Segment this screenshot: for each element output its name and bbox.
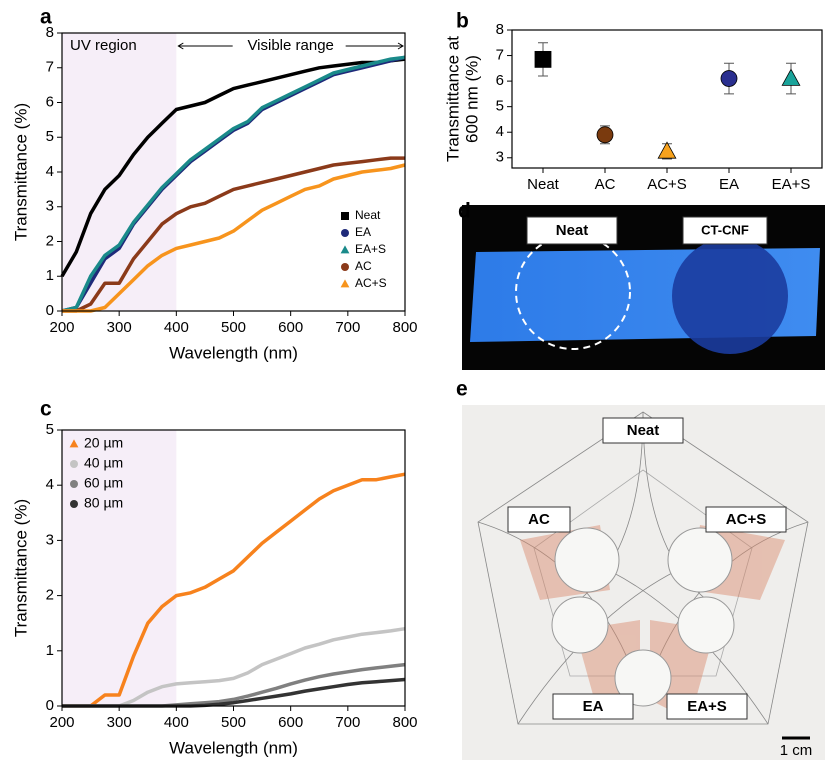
y-tick-label: 3 <box>496 149 504 166</box>
x-tick-label: 600 <box>278 319 303 336</box>
panel-label: a <box>40 6 52 29</box>
y-tick-label: 5 <box>46 421 54 438</box>
legend-marker <box>341 245 350 253</box>
y-tick-label: 3 <box>46 198 54 215</box>
photo-label: CT-CNF <box>701 222 749 237</box>
legend-label: 60 µm <box>84 475 123 491</box>
y-tick-label: 8 <box>496 21 504 38</box>
legend-marker <box>341 279 350 287</box>
y-tick-label: 4 <box>496 123 504 140</box>
x-tick-label: 400 <box>164 319 189 336</box>
x-tick-label: AC <box>595 176 616 193</box>
legend-label: Neat <box>355 208 381 222</box>
x-axis-label: Wavelength (nm) <box>169 738 298 757</box>
y-tick-label: 1 <box>46 642 54 659</box>
photo-label: EA <box>583 698 604 715</box>
y-tick-label: 5 <box>496 98 504 115</box>
y-axis-label: Transmittance (%) <box>11 499 30 637</box>
x-tick-label: 700 <box>335 319 360 336</box>
legend-marker <box>70 480 78 488</box>
legend-label: AC+S <box>355 276 387 290</box>
photo-label: EA+S <box>687 698 727 715</box>
annotation: Visible range <box>247 37 333 54</box>
data-point <box>721 71 737 87</box>
x-tick-label: AC+S <box>647 176 687 193</box>
legend-label: EA+S <box>355 242 386 256</box>
y-tick-label: 1 <box>46 267 54 284</box>
legend-marker <box>341 212 349 220</box>
uv-shade <box>62 430 176 706</box>
y-tick-label: 2 <box>46 232 54 249</box>
legend-marker <box>70 460 78 468</box>
scale-label: 1 cm <box>780 742 813 759</box>
x-tick-label: 200 <box>49 319 74 336</box>
x-tick-label: 800 <box>392 319 417 336</box>
data-point <box>535 51 551 67</box>
panel-label: c <box>40 398 52 421</box>
panel-label: e <box>456 378 468 401</box>
legend-marker <box>70 500 78 508</box>
x-tick-label: EA <box>719 176 739 193</box>
photo-label: AC <box>528 511 550 528</box>
y-tick-label: 5 <box>46 128 54 145</box>
y-tick-label: 0 <box>46 697 54 714</box>
x-tick-label: 400 <box>164 714 189 731</box>
x-tick-label: 500 <box>221 319 246 336</box>
x-tick-label: Neat <box>527 176 560 193</box>
data-point <box>782 69 800 85</box>
x-tick-label: 300 <box>107 714 132 731</box>
y-tick-label: 4 <box>46 163 54 180</box>
legend-marker <box>341 229 349 237</box>
x-tick-label: 600 <box>278 714 303 731</box>
figure: Neat CT-CNF d NeatACAC+SEAEA+S 1 cm e 20… <box>0 0 825 763</box>
data-point <box>597 127 613 143</box>
photo-label: AC+S <box>726 511 766 528</box>
legend-label: 20 µm <box>84 435 123 451</box>
x-tick-label: 500 <box>221 714 246 731</box>
legend-label: EA <box>355 225 371 239</box>
annotation: UV region <box>70 37 137 54</box>
ct-cnf-spot <box>672 238 788 354</box>
y-tick-label: 7 <box>496 47 504 64</box>
legend-label: AC <box>355 259 372 273</box>
y-tick-label: 3 <box>46 531 54 548</box>
y-tick-label: 6 <box>46 93 54 110</box>
y-tick-label: 7 <box>46 59 54 76</box>
x-tick-label: 700 <box>335 714 360 731</box>
data-point <box>658 142 676 158</box>
x-tick-label: 300 <box>107 319 132 336</box>
panel-label: d <box>458 200 471 223</box>
y-axis-label: Transmittance (%) <box>11 103 30 241</box>
photo-background <box>462 405 825 760</box>
panel-label: b <box>456 10 469 33</box>
uv-shade <box>62 33 176 311</box>
x-tick-label: 800 <box>392 714 417 731</box>
y-axis-label: Transmittance at <box>443 36 462 162</box>
y-tick-label: 4 <box>46 476 54 493</box>
x-tick-label: EA+S <box>772 176 811 193</box>
y-axis-label: 600 nm (%) <box>462 55 481 143</box>
legend-label: 40 µm <box>84 455 123 471</box>
photo-label: Neat <box>627 422 660 439</box>
x-axis-label: Wavelength (nm) <box>169 343 298 362</box>
photo-label: Neat <box>556 222 589 239</box>
y-tick-label: 0 <box>46 302 54 319</box>
x-tick-label: 200 <box>49 714 74 731</box>
y-tick-label: 2 <box>46 587 54 604</box>
legend-marker <box>341 263 349 271</box>
legend-label: 80 µm <box>84 495 123 511</box>
y-tick-label: 6 <box>496 72 504 89</box>
